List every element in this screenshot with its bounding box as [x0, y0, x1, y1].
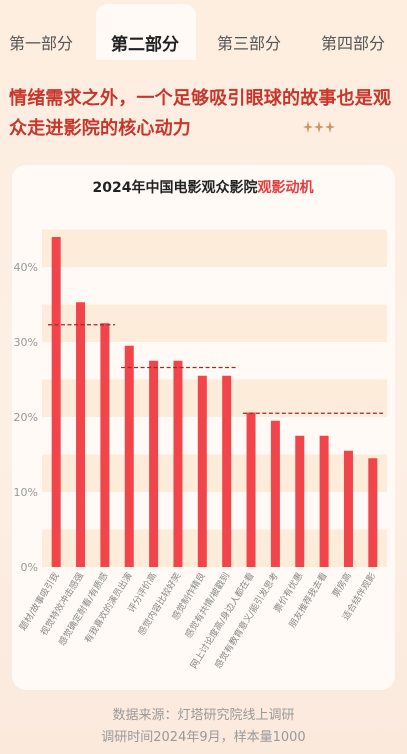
y-tick-label: 10%: [14, 486, 38, 499]
tab[interactable]: 第四部分: [320, 34, 385, 53]
background-band: [42, 229, 387, 267]
y-tick-label: 40%: [14, 261, 38, 274]
bar: [51, 237, 61, 567]
chart: 2024年中国电影观众影院观影动机 0%10%20%30%40%题材/故事吸引我…: [14, 179, 387, 671]
background-band: [42, 304, 387, 342]
bar: [319, 435, 329, 567]
bar: [343, 450, 353, 567]
x-tick-label: 感觉内容比较好笑: [135, 570, 183, 637]
bar: [270, 420, 280, 567]
chart-title-main: 2024年中国电影观众影院: [93, 179, 258, 196]
y-tick-label: 30%: [14, 336, 38, 349]
bar: [197, 375, 207, 567]
bar: [246, 412, 256, 567]
chart-title: 2024年中国电影观众影院观影动机: [93, 179, 314, 196]
tab[interactable]: 第二部分: [111, 35, 179, 55]
headline: 情绪需求之外，一个足够吸引眼球的故事也是观众走进影院的核心动力: [9, 88, 392, 139]
footer-source: 数据来源：灯塔研究院线上调研: [112, 708, 295, 723]
stars-icon: [303, 121, 335, 133]
bar: [100, 323, 110, 567]
bar: [124, 345, 134, 567]
background-band: [42, 529, 387, 567]
x-tick-label: 票房高: [330, 570, 354, 599]
bar: [149, 360, 159, 567]
active-tab-background: [96, 4, 196, 60]
y-tick-label: 0%: [21, 561, 38, 574]
background-band: [42, 454, 387, 492]
bar: [295, 435, 305, 567]
x-tick-label: 视觉特效冲击感强: [38, 570, 86, 637]
y-tick-label: 20%: [14, 411, 38, 424]
bar: [222, 375, 232, 567]
tab-bar: 第一部分 第二部分 第三部分 第四部分: [0, 0, 407, 60]
bar: [173, 360, 183, 567]
tab[interactable]: 第三部分: [216, 34, 281, 53]
background-band: [42, 379, 387, 417]
bar: [368, 458, 378, 567]
chart-title-highlight: 观影动机: [257, 179, 313, 196]
footer-sample: 调研时间2024年9月，样本量1000: [101, 730, 306, 745]
tab[interactable]: 第一部分: [8, 34, 73, 53]
bar: [76, 302, 86, 567]
